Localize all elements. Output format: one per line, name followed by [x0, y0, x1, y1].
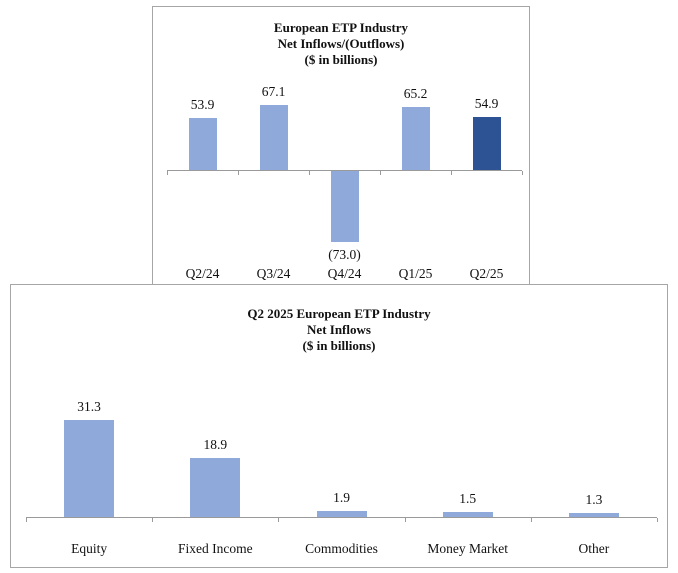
bar-commodities [316, 511, 367, 517]
x-axis-tick [238, 171, 239, 175]
x-axis-line [26, 517, 657, 518]
q2-breakdown-chart-title: Q2 2025 European ETP Industry Net Inflow… [11, 306, 667, 354]
chart-title-line-2: Net Inflows [307, 322, 371, 337]
x-axis-tick [278, 518, 280, 522]
bar-value-label-q1-25: 65.2 [403, 85, 428, 101]
chart-title-line-1: European ETP Industry [273, 20, 409, 35]
x-axis-tick [26, 518, 27, 522]
category-label-q3-24: Q3/24 [256, 266, 291, 281]
category-label-equity: Equity [71, 541, 108, 556]
chart-title-line-1: Q2 2025 European ETP Industry [247, 306, 431, 321]
category-label-commodities: Commodities [305, 541, 378, 556]
bar-value-label-q2-24: 53.9 [190, 96, 215, 112]
quarterly-flows-chart-box: European ETP Industry Net Inflows/(Outfl… [152, 6, 530, 286]
x-axis-tick [380, 171, 381, 175]
bar-value-label-q2-25: 54.9 [474, 95, 499, 111]
chart-title-line-3: ($ in billions) [302, 338, 376, 353]
chart-title-line-3: ($ in billions) [304, 52, 378, 67]
quarterly-flows-plot-area: 53.9 Q2/24 67.1 Q3/24 (73.0) Q4/24 65.2 Q1/25 54… [153, 7, 529, 285]
bar-q2-24 [188, 117, 217, 170]
bar-q3-24 [259, 104, 288, 170]
q2-breakdown-plot-area: 31.3 Equity 18.9 Fixed Income 1.9 Commodities… [11, 285, 667, 567]
x-axis-tick [404, 518, 406, 522]
category-label-q1-25: Q1/25 [398, 266, 433, 281]
bar-value-label-other: 1.3 [585, 491, 603, 507]
category-label-money-market: Money Market [427, 541, 508, 556]
x-axis-tick [152, 518, 154, 522]
bar-other [568, 512, 619, 517]
bar-value-label-money-market: 1.5 [459, 491, 477, 507]
category-label-fixed-income: Fixed Income [177, 541, 253, 556]
x-axis-tick [522, 171, 523, 175]
x-axis-tick [530, 518, 532, 522]
bar-q2-25 [472, 116, 501, 170]
x-axis-line [167, 170, 522, 171]
bar-value-label-q3-24: 67.1 [261, 83, 286, 99]
quarterly-flows-chart-title: European ETP Industry Net Inflows/(Outfl… [153, 20, 529, 68]
bar-equity [64, 419, 115, 517]
category-label-q2-25: Q2/25 [469, 266, 504, 281]
chart-title-line-2: Net Inflows/(Outflows) [277, 36, 405, 51]
bar-fixed-income [190, 458, 241, 517]
bar-value-label-fixed-income: 18.9 [203, 437, 228, 453]
bar-value-label-q4-24: (73.0) [328, 246, 361, 262]
x-axis-tick [167, 171, 168, 175]
bar-value-label-equity: 31.3 [77, 398, 101, 414]
bar-value-label-commodities: 1.9 [333, 490, 350, 506]
x-axis-tick [451, 171, 452, 175]
category-label-other: Other [578, 541, 610, 556]
category-label-q4-24: Q4/24 [327, 266, 362, 281]
bar-q4-24 [330, 171, 359, 242]
category-label-q2-24: Q2/24 [185, 266, 220, 281]
q2-breakdown-chart-box: Q2 2025 European ETP Industry Net Inflow… [10, 284, 668, 568]
bar-q1-25 [401, 106, 430, 170]
bar-money-market [442, 512, 493, 517]
x-axis-tick [657, 518, 658, 522]
x-axis-tick [309, 171, 310, 175]
